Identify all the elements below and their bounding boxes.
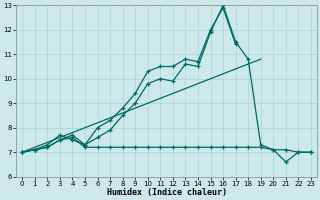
X-axis label: Humidex (Indice chaleur): Humidex (Indice chaleur) xyxy=(107,188,227,197)
